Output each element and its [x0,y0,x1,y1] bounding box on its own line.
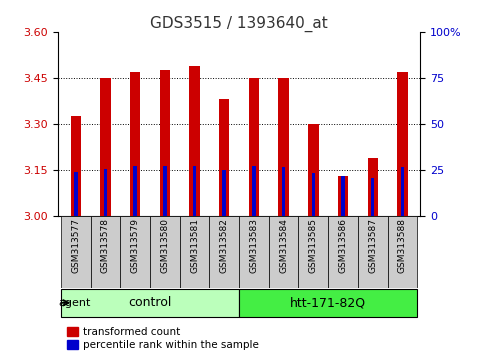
Bar [150,216,180,288]
Bar [189,66,200,216]
Bar [223,170,226,216]
Bar [368,158,378,216]
Bar [210,216,239,288]
Text: GSM313586: GSM313586 [339,218,347,273]
Text: GSM313588: GSM313588 [398,218,407,273]
Bar [387,216,417,288]
Bar [100,78,111,216]
Bar [397,72,408,216]
Bar [308,124,318,216]
Bar [91,216,120,288]
Bar [371,178,374,216]
Text: GSM313582: GSM313582 [220,218,229,273]
Bar [130,72,141,216]
Text: GSM313581: GSM313581 [190,218,199,273]
Bar [249,78,259,216]
Text: control: control [128,296,171,309]
Bar [298,216,328,288]
Bar [219,99,229,216]
Text: GSM313583: GSM313583 [249,218,258,273]
Bar [338,176,348,216]
Bar [133,166,137,216]
Text: GSM313579: GSM313579 [131,218,140,273]
Text: htt-171-82Q: htt-171-82Q [290,296,366,309]
Bar [252,166,256,216]
Bar [282,167,285,216]
Bar [358,216,387,288]
Text: GSM313587: GSM313587 [368,218,377,273]
Bar [400,167,404,216]
Bar [74,172,78,216]
Bar [341,176,345,216]
Title: GDS3515 / 1393640_at: GDS3515 / 1393640_at [150,16,328,32]
Text: GSM313580: GSM313580 [160,218,170,273]
Bar [160,70,170,216]
Legend: transformed count, percentile rank within the sample: transformed count, percentile rank withi… [63,323,263,354]
Text: GSM313584: GSM313584 [279,218,288,273]
Bar [193,166,196,216]
Text: agent: agent [58,298,91,308]
Bar [269,216,298,288]
Text: GSM313578: GSM313578 [101,218,110,273]
Bar [61,216,91,288]
Bar [104,169,107,216]
Bar [61,289,239,317]
Text: GSM313577: GSM313577 [71,218,80,273]
Bar [312,173,315,216]
Bar [239,289,417,317]
Bar [163,166,167,216]
Bar [71,116,81,216]
Bar [180,216,210,288]
Bar [239,216,269,288]
Bar [278,78,289,216]
Text: GSM313585: GSM313585 [309,218,318,273]
Bar [120,216,150,288]
Bar [328,216,358,288]
